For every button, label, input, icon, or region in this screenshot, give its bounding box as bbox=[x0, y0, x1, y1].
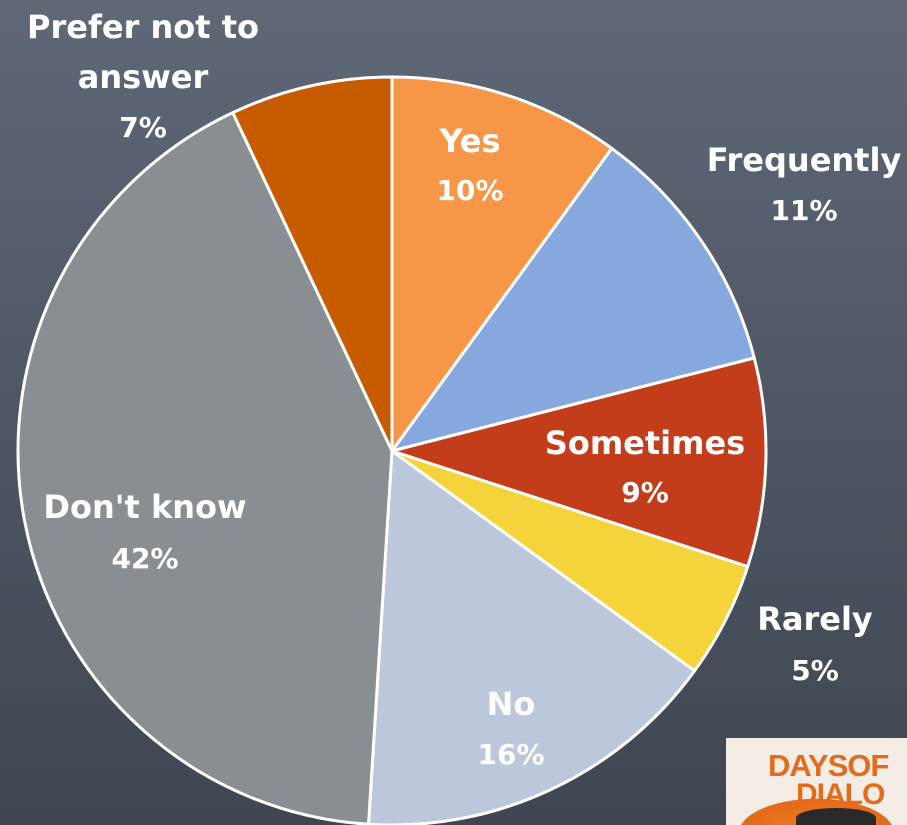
slice-value-frequently: 11% bbox=[770, 194, 837, 227]
slice-label-yes: Yes bbox=[439, 122, 501, 160]
pie-slice-prefer-not-to-answer bbox=[231, 75, 394, 453]
slice-label-frequently: Frequently bbox=[707, 141, 902, 179]
slice-value-yes: 10% bbox=[436, 174, 503, 207]
days-of-dialogue-logo: DAYSOF DIALO bbox=[726, 738, 907, 825]
slice-label-don-t-know: Don't know bbox=[43, 488, 246, 526]
slice-value-don-t-know: 42% bbox=[111, 542, 178, 575]
slice-label-prefer-not-to-answer-line2: answer bbox=[78, 58, 209, 96]
pie-slice-yes bbox=[390, 75, 614, 453]
slice-label-rarely: Rarely bbox=[757, 600, 873, 638]
pie-slice-don-t-know bbox=[16, 111, 394, 825]
pie-slice-sometimes bbox=[390, 356, 768, 569]
slice-value-no: 16% bbox=[477, 738, 544, 771]
pie-slice-no bbox=[367, 449, 697, 825]
slice-label-sometimes: Sometimes bbox=[545, 424, 745, 462]
slice-value-prefer-not-to-answer: 7% bbox=[119, 111, 167, 144]
slice-label-prefer-not-to-answer-line1: Prefer not to bbox=[27, 8, 259, 46]
logo-text-line1: DAYSOF bbox=[768, 748, 889, 783]
logo-dark-shape bbox=[796, 808, 876, 825]
slice-value-sometimes: 9% bbox=[621, 476, 669, 509]
slice-value-rarely: 5% bbox=[791, 654, 839, 687]
logo-text-line2: DIALO bbox=[796, 778, 885, 811]
pie-slice-frequently bbox=[390, 146, 756, 453]
slice-label-no: No bbox=[487, 685, 536, 723]
